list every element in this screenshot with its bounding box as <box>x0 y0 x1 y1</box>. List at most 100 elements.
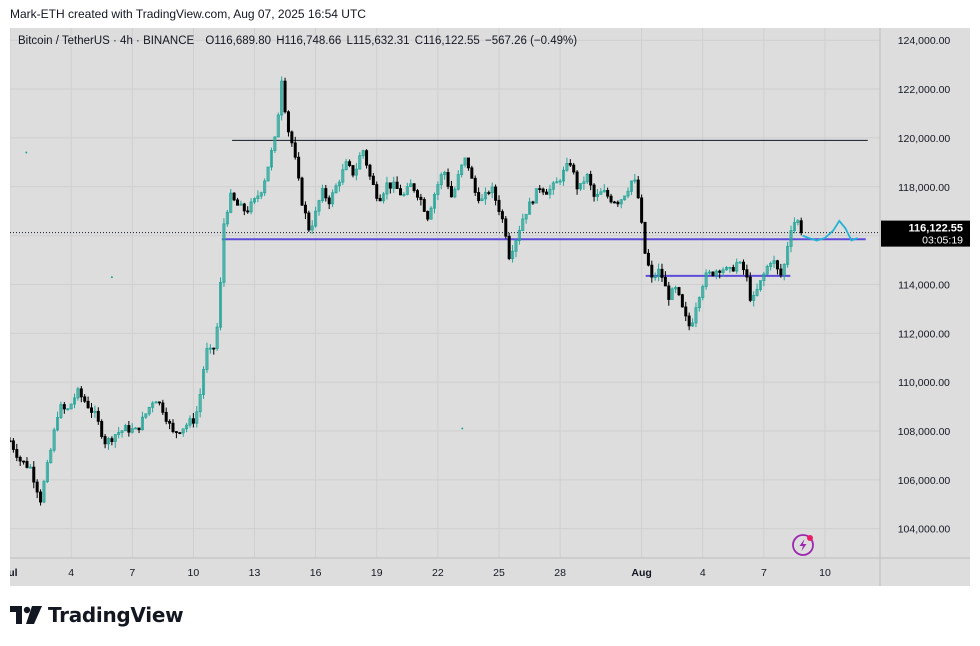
candle-body <box>66 408 70 411</box>
candle-body <box>164 411 168 422</box>
candle-body <box>517 230 521 242</box>
candle-body <box>198 394 202 413</box>
open-value: O116,689.80 <box>205 35 272 47</box>
snapshot-icon[interactable] <box>792 534 814 556</box>
candle-body <box>35 481 39 493</box>
x-tick-label: Aug <box>631 567 651 579</box>
candle-body <box>263 180 267 194</box>
candle-body <box>320 188 324 202</box>
candle-body <box>191 418 195 424</box>
candle-body <box>562 169 566 182</box>
candle-body <box>324 188 328 199</box>
candle-body <box>378 197 382 202</box>
candle-body <box>721 269 725 273</box>
close-value: C116,122.55 <box>414 35 480 47</box>
candle-body <box>636 179 640 199</box>
candle-body <box>157 401 161 404</box>
candle-body <box>252 198 256 203</box>
candle-body <box>762 273 766 282</box>
candle-body <box>62 404 66 410</box>
candle-body <box>334 185 338 194</box>
candle-body <box>646 252 650 266</box>
x-tick-label: 13 <box>249 567 261 579</box>
y-tick-label: 108,000.00 <box>898 426 951 438</box>
candle-body <box>555 181 559 184</box>
candle-body <box>443 172 447 176</box>
candle-body <box>667 285 671 300</box>
candle-body <box>497 199 501 212</box>
candle-body <box>511 250 515 260</box>
candle-body <box>327 197 331 205</box>
candle-body <box>314 210 318 227</box>
price-projection <box>802 219 858 242</box>
candle-body <box>769 262 773 267</box>
candle-body <box>354 168 358 176</box>
x-tick-label: Jul <box>10 567 18 579</box>
price-tag-value: 116,122.55 <box>909 223 963 235</box>
high-value: H116,748.66 <box>276 35 342 47</box>
tradingview-logo-icon <box>10 606 42 624</box>
candle-body <box>504 218 508 237</box>
candle-body <box>460 164 464 175</box>
symbol-name[interactable]: Bitcoin / TetherUS · 4h · BINANCE <box>18 35 195 47</box>
x-tick-label: 10 <box>819 567 831 579</box>
candle-body <box>130 428 134 433</box>
candle-body <box>154 401 158 404</box>
candle-body <box>134 427 138 430</box>
candle-body <box>76 388 80 399</box>
candle-body <box>300 177 304 206</box>
candle-body <box>208 347 212 350</box>
candle-body <box>463 157 467 166</box>
candle-body <box>677 287 681 296</box>
candle-body <box>28 466 32 469</box>
chart-panel[interactable]: 104,000.00 106,000.00 108,000.00 110,000.00… <box>10 28 970 586</box>
candle-body <box>178 432 182 435</box>
candle-body <box>110 438 114 442</box>
candle-body <box>286 111 290 133</box>
candle-body <box>565 163 569 171</box>
price-chart[interactable]: 104,000.00 106,000.00 108,000.00 110,000.00… <box>10 28 970 586</box>
y-tick-label: 122,000.00 <box>898 84 951 96</box>
candle-body <box>480 198 484 202</box>
x-tick-label: 25 <box>493 567 505 579</box>
candle-body <box>660 268 664 278</box>
candle-body <box>106 438 110 445</box>
candle-body <box>616 201 620 205</box>
candle-body <box>151 402 155 408</box>
candle-body <box>782 263 786 276</box>
candle-body <box>663 276 667 287</box>
candle-body <box>446 172 450 187</box>
candle-body <box>307 212 311 231</box>
candle-body <box>382 193 386 202</box>
candle-body <box>127 425 131 433</box>
candle-body <box>548 188 552 195</box>
candle-body <box>674 287 678 290</box>
candle-body <box>276 114 280 138</box>
candle-body <box>626 190 630 197</box>
candle-body <box>310 225 314 231</box>
change-value: −567.26 (−0.49%) <box>485 35 578 47</box>
candle-body <box>708 271 712 274</box>
candle-body <box>297 156 301 179</box>
candle-body <box>538 188 542 190</box>
candle-body <box>500 211 504 220</box>
candle-body <box>422 199 426 212</box>
candle-body <box>453 188 457 198</box>
candle-body <box>572 164 576 173</box>
candle-body <box>69 403 73 410</box>
candle-body <box>147 406 151 415</box>
candle-body <box>436 184 440 195</box>
candle-body <box>392 181 396 189</box>
candle-body <box>358 155 362 170</box>
candle-body <box>612 201 616 204</box>
y-tick-label: 110,000.00 <box>898 377 950 389</box>
candle-body <box>775 260 779 270</box>
x-tick-label: 4 <box>700 567 706 579</box>
x-tick-label: 19 <box>371 567 383 579</box>
candle-body <box>558 180 562 183</box>
candle-body <box>123 425 127 432</box>
candle-body <box>514 240 518 252</box>
candle-body <box>140 416 144 431</box>
y-tick-label: 118,000.00 <box>898 182 950 194</box>
